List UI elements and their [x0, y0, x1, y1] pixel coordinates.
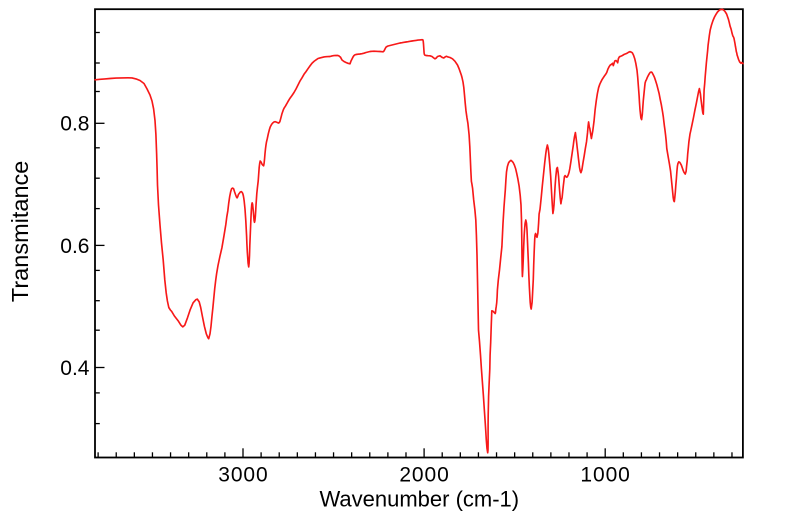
- svg-text:Transmitance: Transmitance: [7, 161, 33, 302]
- svg-text:1000: 1000: [580, 463, 630, 486]
- svg-text:Wavenumber (cm-1): Wavenumber (cm-1): [319, 487, 519, 512]
- svg-text:0.6: 0.6: [60, 235, 89, 258]
- svg-text:3000: 3000: [218, 463, 268, 486]
- svg-text:2000: 2000: [399, 463, 449, 486]
- svg-text:0.4: 0.4: [60, 357, 90, 380]
- svg-text:0.8: 0.8: [60, 113, 89, 136]
